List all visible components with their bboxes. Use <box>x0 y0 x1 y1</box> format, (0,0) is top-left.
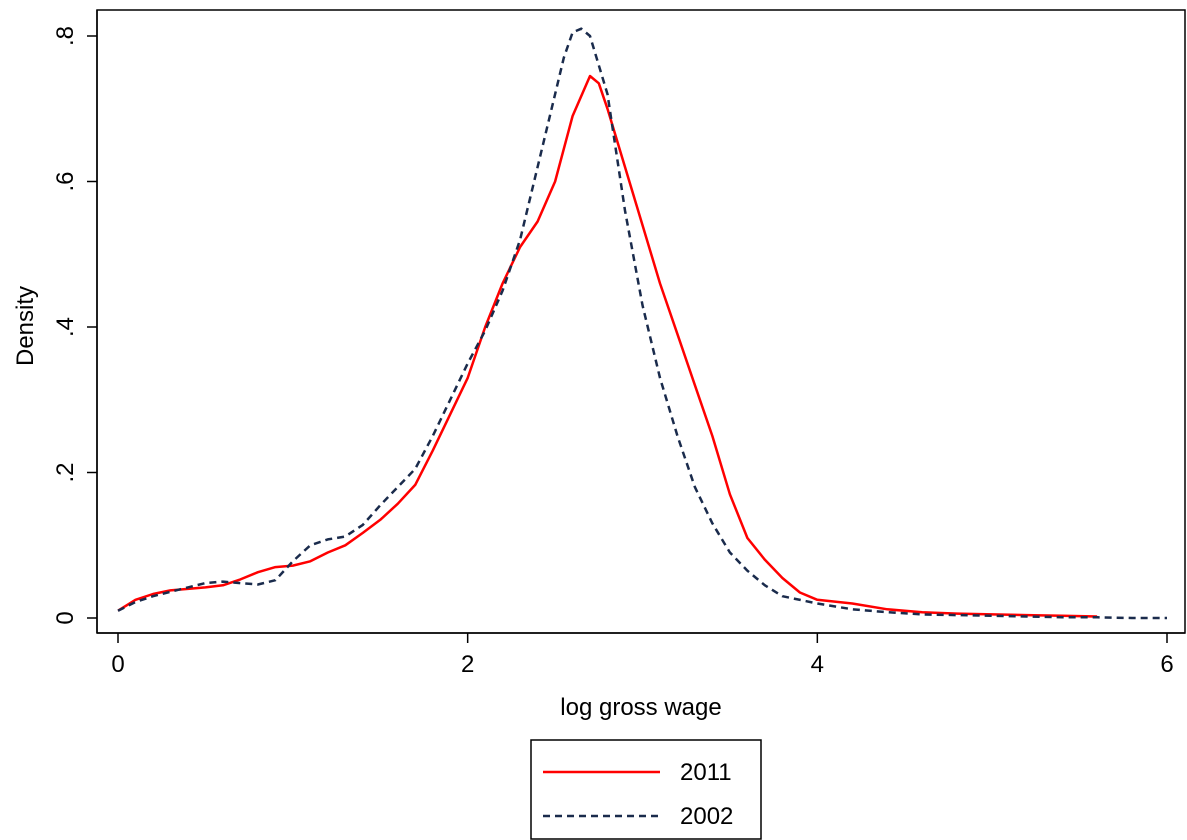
legend: 2011 2002 <box>530 739 762 840</box>
series-line-2002 <box>117 27 1167 620</box>
legend-box <box>530 739 762 840</box>
y-tick-label: .8 <box>52 26 79 46</box>
y-tick-label: 0 <box>52 611 79 624</box>
x-axis-title: log gross wage <box>560 694 721 721</box>
y-tick-label: .4 <box>52 317 79 337</box>
x-tick-label: 4 <box>811 651 824 678</box>
x-tick-label: 0 <box>111 651 124 678</box>
legend-label-2002: 2002 <box>680 803 733 830</box>
series-layer <box>117 27 1167 620</box>
y-axis: 0 .2 .4 .6 .8 <box>52 10 98 633</box>
series-line-2011 <box>117 74 1098 618</box>
y-tick-label: .2 <box>52 462 79 482</box>
y-axis-title: Density <box>12 286 39 366</box>
x-axis: 0 2 4 6 <box>97 632 1185 678</box>
x-tick-label: 2 <box>461 651 474 678</box>
legend-label-2011: 2011 <box>680 759 732 786</box>
x-tick-label: 6 <box>1160 651 1173 678</box>
y-tick-label: .6 <box>52 171 79 191</box>
plot-frame <box>96 9 1186 634</box>
